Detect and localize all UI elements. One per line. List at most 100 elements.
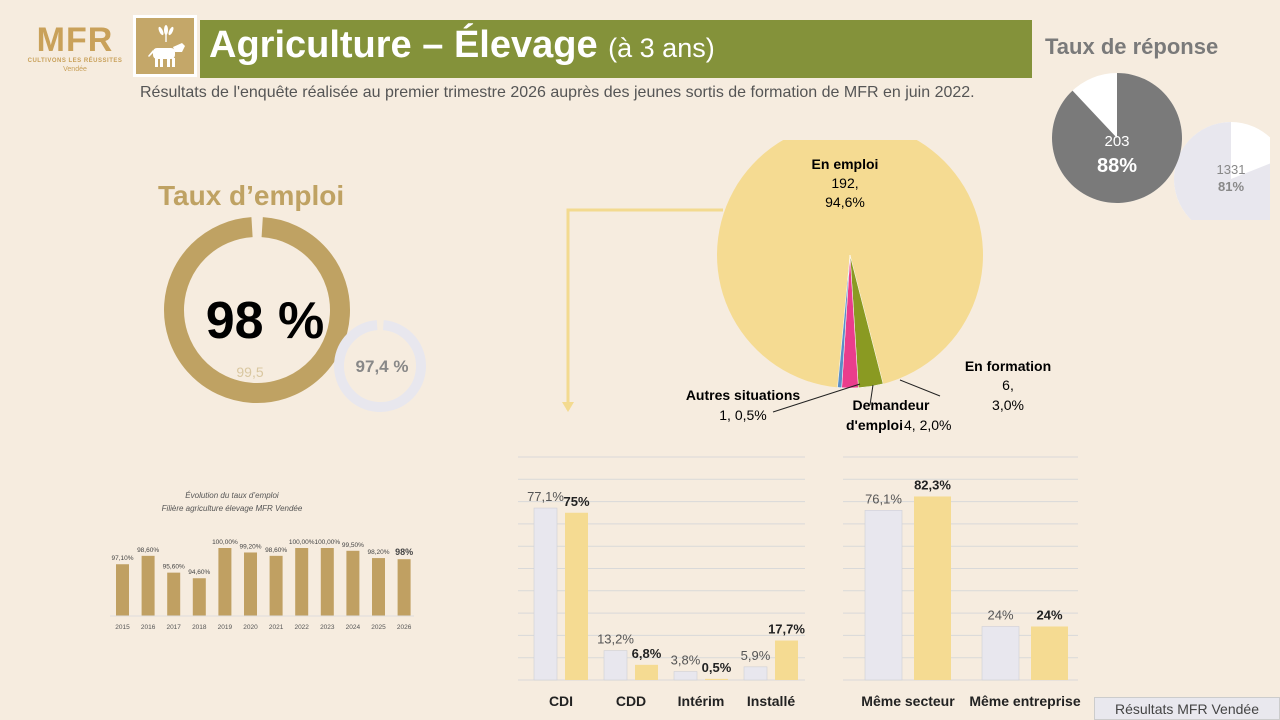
history-bar xyxy=(218,548,232,616)
page-title-main: Agriculture – Élevage xyxy=(209,24,598,66)
history-value-label: 100,00% xyxy=(314,539,340,546)
history-bar xyxy=(244,552,257,616)
history-chart-title: Évolution du taux d’emploi xyxy=(185,491,279,500)
mfr-logo: MFR CULTIVONS LES RÉUSSITES Vendée xyxy=(20,22,130,82)
title-bar: Agriculture – Élevage (à 3 ans) xyxy=(200,20,1032,78)
history-bar xyxy=(397,559,411,616)
history-bar xyxy=(269,555,283,616)
pie-label-emploi-pct: 94,6% xyxy=(825,194,865,210)
history-value-label: 100,00% xyxy=(212,539,238,546)
pie-label-demandeur-name: Demandeur xyxy=(852,397,930,413)
history-bar xyxy=(320,548,334,616)
history-year-label: 2016 xyxy=(141,624,156,631)
sector-category-label: Même entreprise xyxy=(969,693,1080,709)
pie-slice-autres xyxy=(837,254,851,389)
logo-region: Vendée xyxy=(63,66,87,73)
history-value-label: 98,60% xyxy=(265,547,287,554)
compare-rate-pct: 81% xyxy=(1218,179,1244,194)
contract-bar xyxy=(673,671,698,681)
response-rate-compare-pie xyxy=(1174,122,1270,220)
pie-label-formation-name: En formation xyxy=(965,358,1051,374)
contract-bar xyxy=(775,640,798,680)
pie-label-emploi-count: 192, xyxy=(831,175,858,191)
pie-label-formation-count: 6, xyxy=(1002,377,1014,393)
cow-wheat-icon xyxy=(133,15,197,77)
history-chart-subtitle: Filière agriculture élevage MFR Vendée xyxy=(162,504,303,513)
pie-label-emploi-name: En emploi xyxy=(812,156,879,172)
history-bar xyxy=(295,548,309,616)
contract-value-label: 6,8% xyxy=(632,646,662,661)
sector-value-label: 82,3% xyxy=(914,477,951,492)
history-year-label: 2015 xyxy=(115,624,130,631)
logo-brand: MFR xyxy=(36,21,114,59)
sector-bar xyxy=(914,496,951,680)
contract-bar xyxy=(743,666,768,681)
contract-value-label: 13,2% xyxy=(597,632,634,647)
contract-value-label: 0,5% xyxy=(702,660,732,675)
pie-label-demandeur-count: 4, 2,0% xyxy=(904,417,951,433)
employment-rings: 98 % 99,5 97,4 % xyxy=(164,217,426,412)
history-value-label: 99,20% xyxy=(239,543,261,550)
history-year-label: 2019 xyxy=(218,624,233,631)
history-year-label: 2022 xyxy=(294,624,309,631)
sector-chart: 76,1% 82,3% Même secteur 24% 24% Même entrepr… xyxy=(843,456,1081,709)
history-year-label: 2023 xyxy=(320,624,335,631)
pie-slice-emploi xyxy=(717,140,983,388)
history-value-label: 99,50% xyxy=(342,542,364,549)
pie-label-autres-count: 1, 0,5% xyxy=(719,407,766,423)
history-year-label: 2021 xyxy=(269,624,284,631)
history-value-label: 98,20% xyxy=(367,549,389,556)
response-rate-graphic: 203 88% 1331 81% xyxy=(1052,73,1270,220)
pie-connector-line xyxy=(566,208,723,410)
contract-value-label: 75% xyxy=(563,494,589,509)
sector-value-label: 24% xyxy=(1036,607,1062,622)
sector-value-label: 76,1% xyxy=(865,491,902,506)
contract-category-label: Intérim xyxy=(678,693,725,709)
contract-bar xyxy=(635,664,658,680)
history-bar xyxy=(167,572,181,616)
pie-connector-arrow xyxy=(562,402,574,412)
history-year-label: 2017 xyxy=(166,624,181,631)
employment-compare-ring xyxy=(334,319,426,412)
employment-rate: 98 % xyxy=(206,292,325,350)
response-rate-main-pie xyxy=(1052,73,1182,203)
history-year-label: 2024 xyxy=(346,624,361,631)
contract-value-label: 3,8% xyxy=(671,653,701,668)
history-value-label: 95,60% xyxy=(163,564,185,571)
employment-compare-label: 97,4 % xyxy=(356,357,409,376)
sector-bar xyxy=(981,626,1020,681)
history-year-label: 2026 xyxy=(397,624,412,631)
contract-bar xyxy=(565,512,588,680)
compare-pie-slice xyxy=(1174,122,1270,220)
history-bar xyxy=(192,578,206,616)
contract-type-chart: 77,1% 75% CDI 13,2%6,8% CDD 3,8% 0,5% Intérim 5,… xyxy=(518,456,805,709)
response-rate-title: Taux de réponse xyxy=(1045,34,1219,59)
contract-value-label: 77,1% xyxy=(527,489,564,504)
leader-line-autres xyxy=(772,383,861,413)
history-value-label: 98,60% xyxy=(137,547,159,554)
contract-bar xyxy=(705,678,728,680)
sector-bar xyxy=(864,509,903,681)
page-subtitle: Résultats de l'enquête réalisée au premi… xyxy=(140,84,975,101)
contract-category-label: CDI xyxy=(549,693,573,709)
pie-label-autres-name: Autres situations xyxy=(686,387,801,403)
history-value-label: 94,60% xyxy=(188,569,210,576)
contract-bar xyxy=(533,507,558,681)
pie-label-formation-pct: 3,0% xyxy=(992,397,1024,413)
history-value-label: 98% xyxy=(395,547,413,557)
leader-line-formation xyxy=(899,379,941,397)
contract-value-label: 5,9% xyxy=(741,648,771,663)
response-rate-pct: 88% xyxy=(1097,155,1137,177)
response-count: 203 xyxy=(1104,133,1129,150)
history-year-label: 2025 xyxy=(371,624,386,631)
history-year-label: 2018 xyxy=(192,624,207,631)
sector-value-label: 24% xyxy=(987,607,1013,622)
history-bar xyxy=(141,555,155,616)
page-title: Agriculture – Élevage (à 3 ans) xyxy=(209,24,715,67)
contract-bar xyxy=(603,650,628,681)
leader-line-demandeur xyxy=(869,384,874,406)
history-year-label: 2020 xyxy=(243,624,258,631)
logo-tagline: CULTIVONS LES RÉUSSITES xyxy=(27,58,123,64)
contract-category-label: CDD xyxy=(616,693,646,709)
employment-history-chart: Évolution du taux d’emploi Filière agric… xyxy=(110,491,414,631)
